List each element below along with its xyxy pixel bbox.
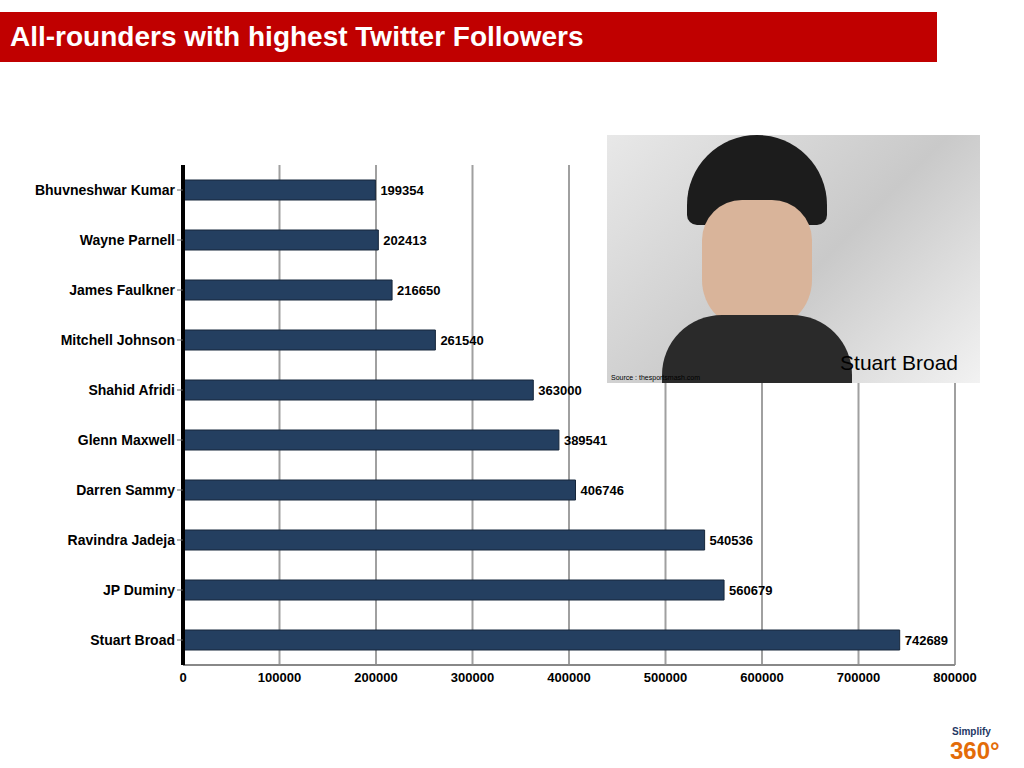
svg-text:Stuart Broad: Stuart Broad [90,632,175,648]
svg-text:389541: 389541 [564,433,607,448]
svg-text:700000: 700000 [837,670,880,685]
svg-text:Shahid Afridi: Shahid Afridi [88,382,175,398]
svg-text:Darren Sammy: Darren Sammy [76,482,175,498]
html-text:Stuart Broad: Stuart Broad [840,351,958,374]
svg-text:James Faulkner: James Faulkner [69,282,175,298]
svg-text:400000: 400000 [547,670,590,685]
html-text:All-rounders with highest Twit: All-rounders with highest Twitter Follow… [10,21,584,52]
svg-text:800000: 800000 [933,670,976,685]
svg-text:Glenn Maxwell: Glenn Maxwell [78,432,175,448]
svg-text:199354: 199354 [380,183,424,198]
svg-text:363000: 363000 [538,383,581,398]
svg-text:100000: 100000 [258,670,301,685]
svg-text:Mitchell Johnson: Mitchell Johnson [61,332,175,348]
svg-text:200000: 200000 [354,670,397,685]
svg-text:600000: 600000 [740,670,783,685]
html-text:Source : thesportsmash.com: Source : thesportsmash.com [611,374,701,381]
svg-text:Bhuvneshwar Kumar: Bhuvneshwar Kumar [35,182,176,198]
svg-text:261540: 261540 [440,333,483,348]
svg-text:500000: 500000 [644,670,687,685]
svg-text:742689: 742689 [905,633,948,648]
svg-text:300000: 300000 [451,670,494,685]
svg-text:Wayne Parnell: Wayne Parnell [80,232,175,248]
html-text:Simplify: Simplify [952,726,991,737]
svg-text:406746: 406746 [581,483,624,498]
svg-text:216650: 216650 [397,283,440,298]
svg-text:560679: 560679 [729,583,772,598]
svg-text:JP Duminy: JP Duminy [103,582,175,598]
svg-text:540536: 540536 [710,533,753,548]
svg-text:202413: 202413 [383,233,426,248]
html-text:360°: 360° [950,737,1000,764]
svg-text:0: 0 [179,670,186,685]
svg-text:Ravindra Jadeja: Ravindra Jadeja [68,532,176,548]
